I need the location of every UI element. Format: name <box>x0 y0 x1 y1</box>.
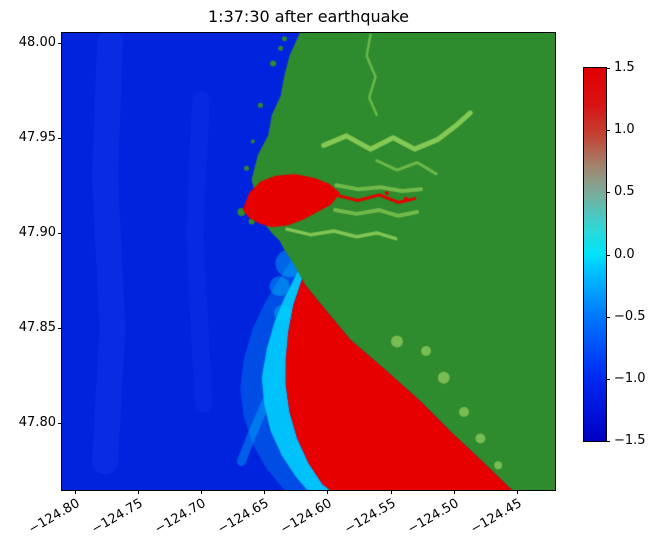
y-tick-label: 47.90 <box>18 224 56 240</box>
y-tick-mark <box>58 328 62 330</box>
colorbar-tick-mark <box>607 254 610 256</box>
colorbar-tick-label: 1.0 <box>614 122 635 138</box>
x-tick-mark <box>517 490 519 494</box>
colorbar-tick-mark <box>607 316 610 318</box>
colorbar-tick-label: 1.5 <box>614 60 635 75</box>
plot-area <box>61 32 556 491</box>
y-tick-mark <box>58 232 62 234</box>
colorbar-gradient <box>584 68 606 441</box>
x-tick-mark <box>327 490 329 494</box>
x-tick-mark <box>74 490 76 494</box>
y-tick-label: 47.95 <box>18 129 56 145</box>
colorbar-tick-label: −1.5 <box>614 433 646 448</box>
colorbar-tick-label: 0.5 <box>614 184 635 200</box>
y-tick-mark <box>58 42 62 44</box>
colorbar-tick-mark <box>607 130 610 132</box>
colorbar-tick-mark <box>607 68 610 69</box>
y-tick-label: 48.00 <box>18 34 56 50</box>
y-tick-mark <box>58 423 62 425</box>
colorbar-tick-mark <box>607 441 610 442</box>
x-tick-mark <box>390 490 392 494</box>
colorbar-tick-label: 0.0 <box>614 246 635 262</box>
x-tick-mark <box>137 490 139 494</box>
x-tick-mark <box>264 490 266 494</box>
colorbar-tick-mark <box>607 378 610 380</box>
y-tick-label: 47.85 <box>18 320 56 336</box>
y-tick-label: 47.80 <box>18 415 56 431</box>
colorbar-tick-label: −0.5 <box>614 308 646 324</box>
y-tick-mark <box>58 137 62 139</box>
colorbar-tick-mark <box>607 192 610 194</box>
colorbar <box>583 67 607 442</box>
plot-title: 1:37:30 after earthquake <box>208 7 409 26</box>
colorbar-tick-label: −1.0 <box>614 370 646 386</box>
x-tick-mark <box>201 490 203 494</box>
map-canvas <box>62 33 555 490</box>
x-tick-mark <box>453 490 455 494</box>
